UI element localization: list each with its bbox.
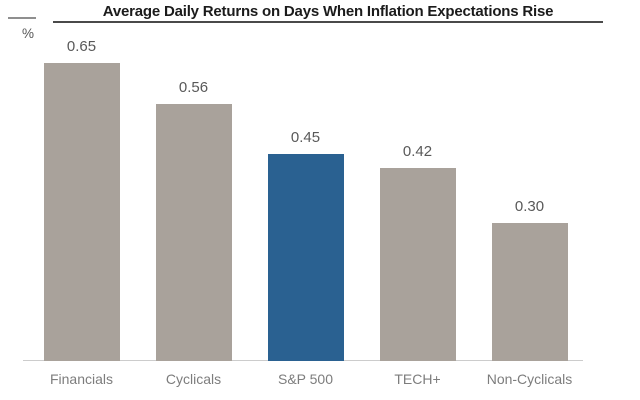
bar-value-label-s-p-500: 0.45 (290, 129, 321, 146)
bar-tech (379, 168, 456, 361)
bar-value-label-non-cyclicals: 0.30 (514, 198, 545, 215)
axis-tick-line (8, 17, 36, 19)
chart-title: Average Daily Returns on Days When Infla… (102, 3, 554, 20)
y-axis-unit-label: % (21, 26, 34, 41)
bar-value-label-cyclicals: 0.56 (178, 79, 209, 96)
bar-non-cyclicals (491, 223, 568, 361)
category-label-tech: TECH+ (394, 371, 441, 387)
bar-financials (43, 63, 120, 361)
bar-value-label-tech: 0.42 (402, 143, 433, 160)
category-label-non-cyclicals: Non-Cyclicals (486, 371, 573, 387)
category-label-s-p-500: S&P 500 (277, 371, 333, 387)
bar-s-p-500 (267, 154, 344, 361)
bar-cyclicals (155, 104, 232, 361)
category-label-cyclicals: Cyclicals (165, 371, 222, 387)
title-underline (53, 21, 603, 23)
bar-value-label-financials: 0.65 (66, 38, 97, 55)
category-label-financials: Financials (49, 371, 114, 387)
